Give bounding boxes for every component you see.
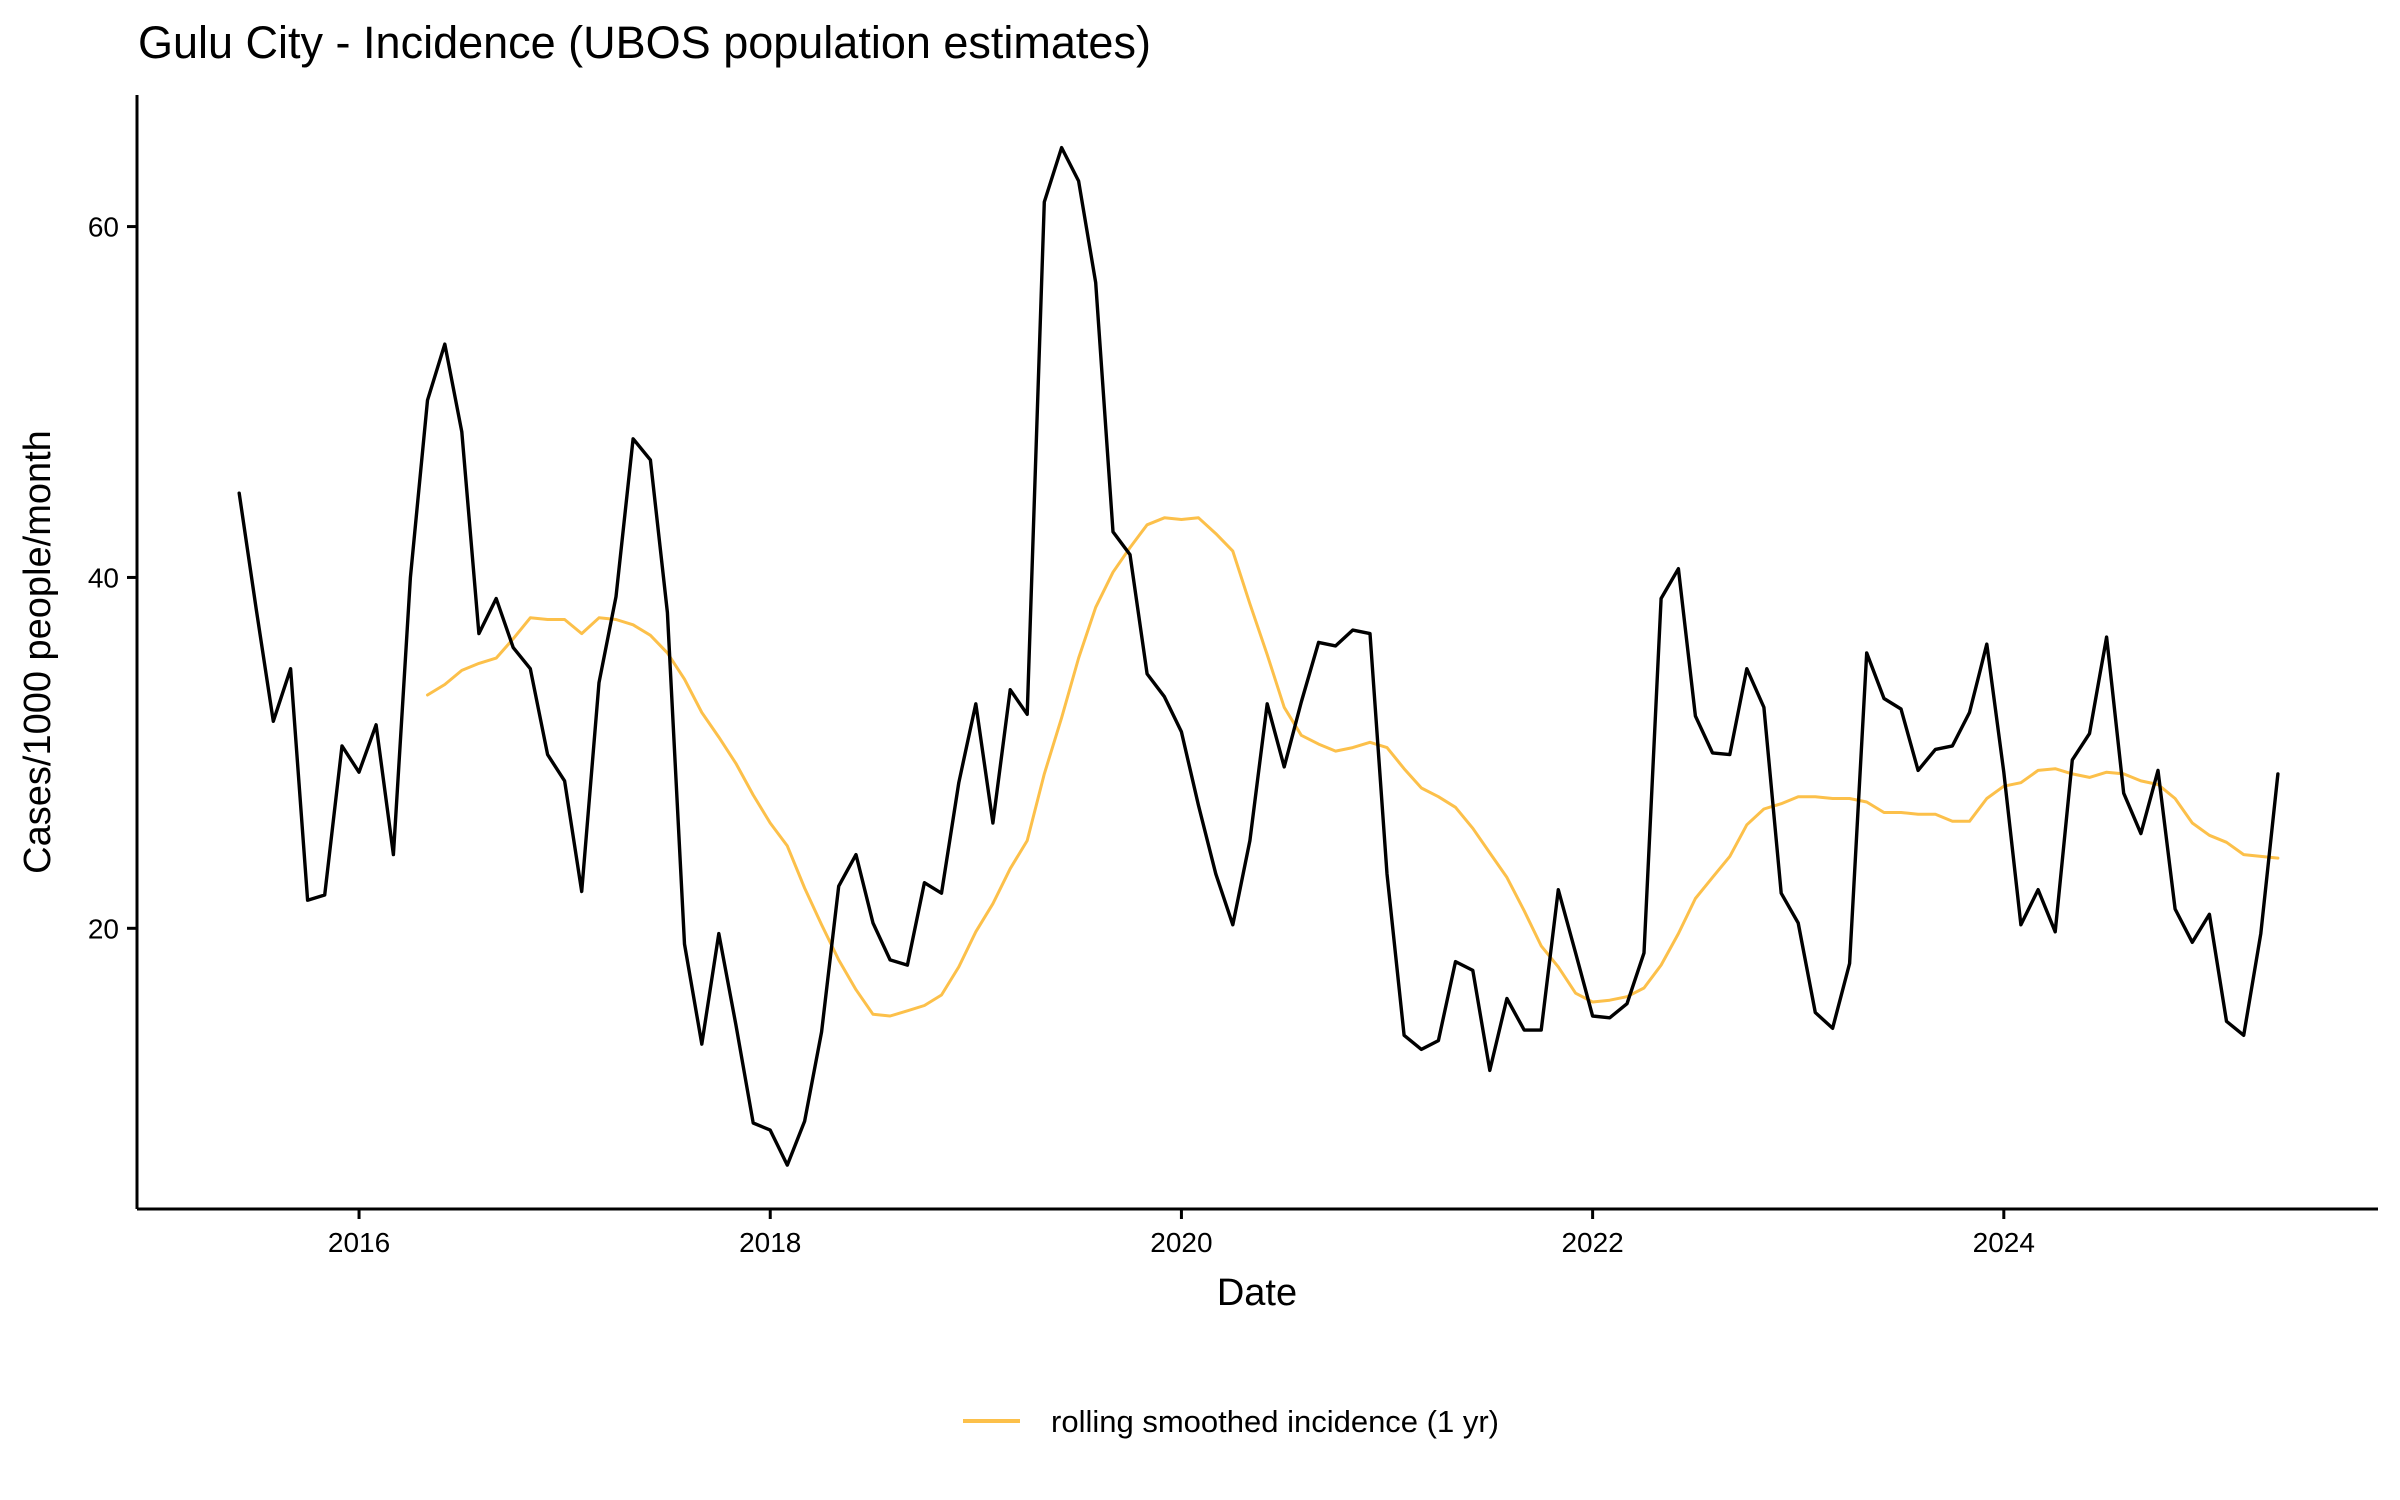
x-axis-title: Date [1217, 1272, 1297, 1314]
y-tick-label: 20 [88, 913, 119, 944]
y-tick-label: 40 [88, 562, 119, 593]
x-tick-label: 2016 [328, 1227, 390, 1258]
chart-title: Gulu City - Incidence (UBOS population e… [138, 17, 1151, 68]
series-layer [237, 145, 2280, 1167]
y-tick-label: 60 [88, 212, 119, 243]
legend-label-smoothed: rolling smoothed incidence (1 yr) [1051, 1404, 1499, 1439]
x-tick-label: 2020 [1150, 1227, 1212, 1258]
x-tick-label: 2022 [1561, 1227, 1623, 1258]
x-tick-label: 2024 [1973, 1227, 2035, 1258]
x-tick-label: 2018 [739, 1227, 801, 1258]
x-axis-ticks: 2016 2018 2020 2022 2024 [328, 1209, 2035, 1258]
legend: rolling smoothed incidence (1 yr) [963, 1404, 1499, 1439]
y-axis-ticks: 20 40 60 [88, 212, 137, 944]
series-line-monthly-incidence [237, 145, 2280, 1167]
series-line-rolling-smoothed [426, 516, 2280, 1018]
y-axis-title: Cases/1000 people/month [17, 430, 59, 874]
